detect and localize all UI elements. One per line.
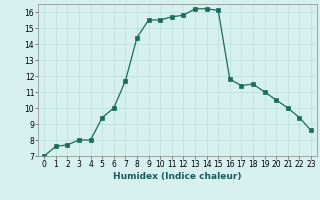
X-axis label: Humidex (Indice chaleur): Humidex (Indice chaleur) xyxy=(113,172,242,181)
